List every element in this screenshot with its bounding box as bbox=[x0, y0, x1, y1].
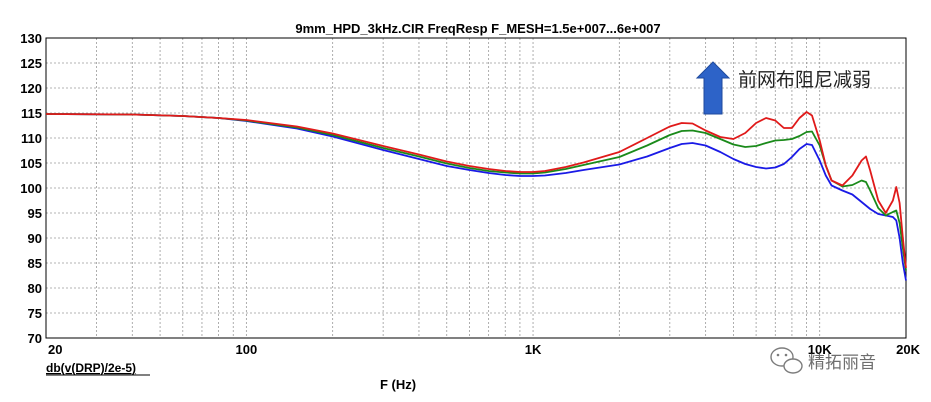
y-tick-label: 90 bbox=[28, 231, 42, 246]
y-tick-label: 75 bbox=[28, 306, 42, 321]
x-tick-label: 10K bbox=[808, 342, 832, 357]
x-tick-label: 20K bbox=[896, 342, 920, 357]
y-axis-ticks: 70 75 80 85 90 95 100 105 110 115 120 125 130 bbox=[20, 31, 42, 346]
watermark-text: 精拓丽音 bbox=[808, 353, 876, 373]
watermark: 精拓丽音 bbox=[770, 347, 876, 374]
series-layer bbox=[45, 111, 907, 281]
y-tick-label: 115 bbox=[21, 106, 42, 121]
annotation: 前网布阻尼减弱 bbox=[695, 61, 871, 115]
y-tick-label: 100 bbox=[20, 181, 42, 196]
y-tick-label: 120 bbox=[20, 81, 42, 96]
y-tick-label: 70 bbox=[28, 331, 42, 346]
y-tick-label: 110 bbox=[21, 131, 42, 146]
x-tick-label: 20 bbox=[48, 342, 62, 357]
wechat-icon bbox=[770, 347, 803, 374]
series-line-1 bbox=[45, 113, 907, 281]
grid bbox=[46, 38, 906, 338]
x-axis-ticks: 20 100 1K 10K 20K bbox=[48, 342, 921, 357]
y-tick-label: 95 bbox=[28, 206, 42, 221]
y-tick-label: 105 bbox=[20, 156, 42, 171]
y-tick-label: 125 bbox=[20, 56, 42, 71]
up-arrow-icon bbox=[695, 61, 731, 115]
x-tick-label: 1K bbox=[525, 342, 542, 357]
annotation-text: 前网布阻尼减弱 bbox=[738, 69, 871, 91]
y-tick-label: 80 bbox=[28, 281, 42, 296]
chart-title: 9mm_HPD_3kHz.CIR FreqResp F_MESH=1.5e+00… bbox=[295, 21, 660, 36]
x-tick-label: 100 bbox=[236, 342, 258, 357]
y-axis-label: db(v(DRP)/2e-5) bbox=[46, 361, 136, 375]
series-line-3 bbox=[45, 111, 907, 269]
y-tick-label: 85 bbox=[28, 256, 42, 271]
plot-frame bbox=[45, 37, 907, 339]
y-tick-label: 130 bbox=[20, 31, 42, 46]
x-axis-label: F (Hz) bbox=[380, 377, 416, 392]
series-line-2 bbox=[45, 113, 907, 271]
